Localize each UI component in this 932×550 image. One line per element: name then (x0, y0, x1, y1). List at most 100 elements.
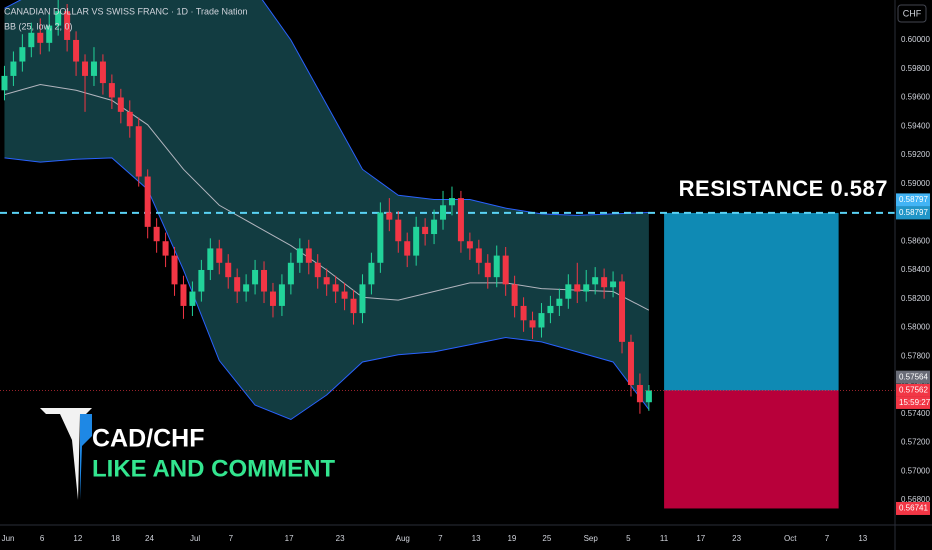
candle-body (99, 61, 106, 84)
candle-body (37, 32, 44, 43)
candle-body (386, 212, 393, 220)
plot-area (0, 0, 895, 509)
candle-body (207, 248, 214, 270)
candle-body (511, 284, 518, 306)
candle-body (645, 390, 652, 403)
x-tick-label: 11 (660, 534, 669, 543)
x-tick-label: 13 (472, 534, 481, 543)
candle-body (448, 198, 455, 206)
candle-body (64, 11, 71, 40)
x-tick-label: 17 (285, 534, 294, 543)
candle-body (82, 61, 89, 76)
x-tick-label: 6 (40, 534, 45, 543)
candle-body (556, 298, 563, 306)
candle-body (46, 25, 53, 43)
y-tick-label: 0.59600 (901, 93, 930, 102)
candle-body (332, 284, 339, 292)
candle-body (234, 277, 241, 292)
candle-body (377, 212, 384, 263)
candle-body (117, 97, 124, 112)
candle-body (440, 205, 447, 220)
candle-body (171, 255, 178, 285)
candle-body (636, 384, 643, 403)
candle-body (162, 241, 169, 256)
price-label: 0.56741 (899, 504, 928, 513)
candle-body (431, 219, 438, 235)
candle-body (413, 226, 420, 256)
candle-body (10, 61, 17, 76)
price-label: 0.58797 (899, 195, 928, 204)
price-label-box (896, 501, 930, 515)
x-tick-label: Aug (396, 534, 410, 543)
candle-body (278, 284, 285, 306)
candle-body (484, 262, 491, 278)
candle-body (28, 32, 35, 48)
y-tick-label: 0.58600 (901, 236, 930, 245)
x-tick-label: 19 (507, 534, 516, 543)
candle-body (466, 241, 473, 249)
candle-body (583, 284, 590, 292)
candle-body (135, 126, 142, 177)
y-tick-label: 0.59200 (901, 150, 930, 159)
candle-body (538, 313, 545, 328)
currency[interactable]: CHF (903, 8, 922, 18)
x-tick-label: Sep (584, 534, 599, 543)
candle-body (180, 284, 187, 306)
countdown-box (896, 396, 930, 409)
candle-body (601, 277, 608, 288)
candle-body (404, 241, 411, 256)
candle-body (493, 255, 500, 278)
logo (40, 408, 92, 500)
candle-body (422, 226, 429, 235)
y-tick-label: 0.57000 (901, 466, 930, 475)
currency-box[interactable] (897, 4, 927, 23)
band-fill (4, 0, 649, 420)
candle-body (627, 341, 634, 385)
x-tick-label: 18 (111, 534, 120, 543)
x-tick-label: 17 (696, 534, 705, 543)
logo-shape-accent (80, 414, 92, 500)
y-tick-label: 0.58000 (901, 323, 930, 332)
countdown: 15:59:27 (899, 398, 931, 407)
price-label-box (896, 206, 930, 220)
x-tick-label: 7 (438, 534, 443, 543)
candle-body (225, 262, 232, 278)
x-tick-label: 13 (858, 534, 867, 543)
x-tick-label: Jul (190, 534, 200, 543)
candle-body (610, 281, 617, 288)
price-label: 0.58797 (899, 208, 928, 217)
band-lower (4, 157, 650, 421)
candle-body (269, 291, 276, 306)
x-tick-label: 12 (73, 534, 82, 543)
candle-body (198, 269, 205, 292)
x-tick-label: Oct (784, 534, 797, 543)
chart-title: CANADIAN DOLLAR VS SWISS FRANC · 1D · Tr… (4, 6, 248, 16)
position-stop (664, 390, 839, 509)
x-tick-label: Jun (2, 534, 15, 543)
x-tick-label: 5 (626, 534, 631, 543)
logo-shape (40, 408, 92, 500)
y-tick-label: 0.59000 (901, 179, 930, 188)
y-tick-label: 0.58200 (901, 294, 930, 303)
price-label: 0.57562 (899, 386, 928, 395)
candle-body (108, 83, 115, 98)
band-upper (4, 0, 649, 216)
candle-body (475, 248, 482, 263)
y-tick-label: 0.58400 (901, 265, 930, 274)
candle-body (368, 262, 375, 285)
candle-body (90, 61, 97, 76)
candle-body (261, 269, 268, 292)
y-tick-label: 0.57400 (901, 409, 930, 418)
overlay-call: LIKE AND COMMENT (92, 455, 335, 482)
y-tick-label: 0.57200 (901, 438, 930, 447)
candle-body (395, 219, 402, 242)
y-tick-label: 0.60000 (901, 35, 930, 44)
x-tick-label: 24 (145, 534, 154, 543)
candle-body (189, 291, 196, 306)
price-label-box (896, 193, 930, 207)
position-target (664, 212, 839, 391)
candle-body (144, 176, 151, 227)
axes: 0.60000 0.59800 0.59600 0.59400 0.59200 0.590… (2, 35, 931, 543)
candle-body (502, 255, 509, 285)
